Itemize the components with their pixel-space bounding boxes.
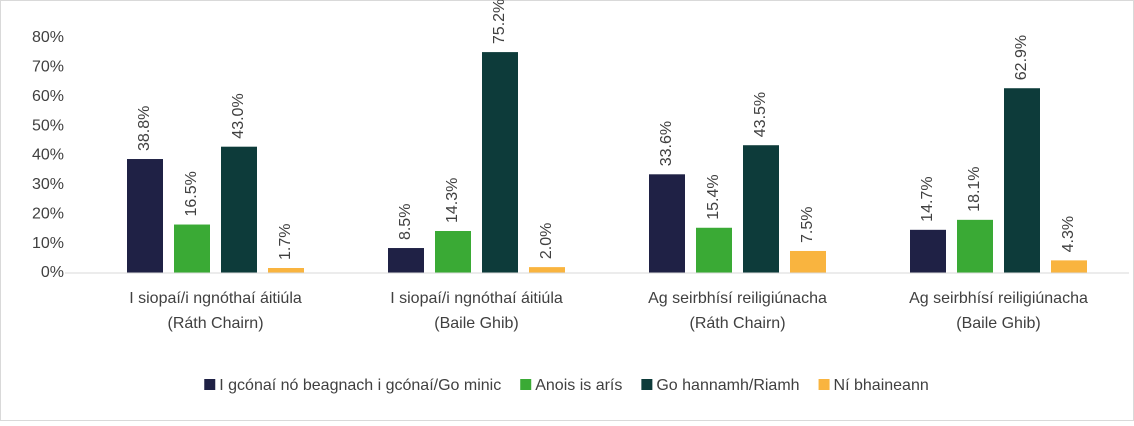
bar [482,52,518,273]
bar [743,145,779,273]
bar [957,219,993,273]
data-label: 8.5% [397,204,414,240]
legend-swatch [204,379,216,390]
legend-swatch [641,379,653,390]
x-tick-label: (Ráth Chairn) [689,315,785,332]
legend-label: I gcónaí nó beagnach i gcónaí/Go minic [219,377,501,394]
legend-label: Ní bhaineann [834,377,929,394]
bar [910,229,946,273]
data-label: 33.6% [658,121,675,166]
legend-label: Go hannamh/Riamh [656,377,799,394]
data-label: 7.5% [799,207,816,243]
x-tick-label: I siopaí/i ngnóthaí áitiúla [390,290,563,307]
bar [529,267,565,273]
data-label: 62.9% [1013,35,1030,80]
data-label: 15.4% [705,174,722,219]
data-label: 14.3% [444,178,461,223]
bar [649,174,685,273]
data-label: 18.1% [966,166,983,211]
data-label: 38.8% [136,106,153,151]
data-label: 2.0% [538,223,555,259]
bar [221,146,257,273]
data-label: 4.3% [1060,216,1077,252]
data-label: 75.2% [491,0,508,44]
x-tick-label: (Baile Ghib) [434,315,518,332]
data-label: 43.0% [230,93,247,138]
bar [388,248,424,273]
x-tick-label: Ag seirbhísí reiligiúnacha [909,290,1088,307]
bar [174,224,210,273]
data-label: 43.5% [752,92,769,137]
legend-label: Anois is arís [535,377,622,394]
x-tick-label: Ag seirbhísí reiligiúnacha [648,290,827,307]
y-tick-label: 80% [32,29,64,46]
bar [1004,88,1040,273]
y-tick-label: 20% [32,205,64,222]
y-tick-label: 50% [32,117,64,134]
bar [435,230,471,273]
data-label: 14.7% [919,176,936,221]
bar [696,227,732,273]
legend-swatch [520,379,532,390]
bar [268,268,304,273]
y-tick-label: 70% [32,59,64,76]
x-tick-label: (Baile Ghib) [956,315,1040,332]
y-tick-label: 60% [32,88,64,105]
y-tick-label: 40% [32,147,64,164]
x-tick-label: I siopaí/i ngnóthaí áitiúla [129,290,302,307]
y-tick-label: 30% [32,176,64,193]
bar [1051,260,1087,273]
legend-swatch [818,379,830,390]
x-tick-label: (Ráth Chairn) [167,315,263,332]
bar [127,159,163,273]
y-tick-label: 10% [32,235,64,252]
data-label: 16.5% [183,171,200,216]
data-label: 1.7% [277,224,294,260]
y-tick-label: 0% [41,264,64,281]
bar [790,250,826,273]
